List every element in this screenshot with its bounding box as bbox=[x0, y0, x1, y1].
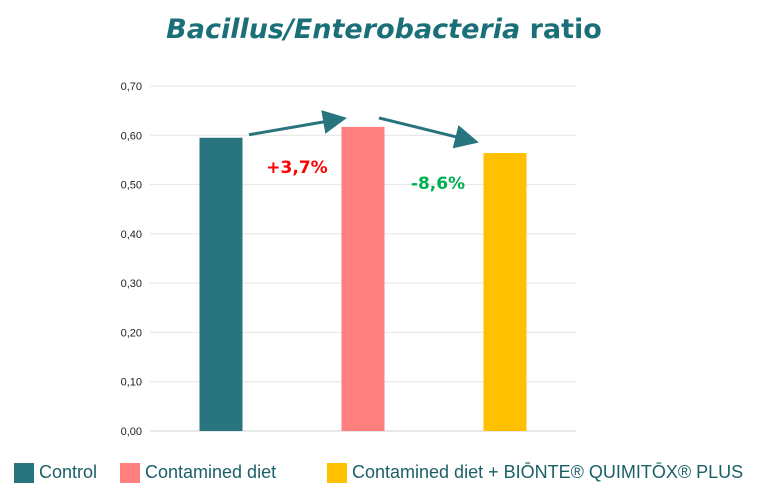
chart-title: Bacillus/Enterobacteria ratio bbox=[0, 14, 768, 45]
chart-title-rest: ratio bbox=[529, 14, 602, 45]
y-tick-label: 0,60 bbox=[121, 130, 142, 142]
change-annotation-1: +3,7% bbox=[266, 158, 327, 178]
bar-1 bbox=[199, 137, 243, 431]
legend-label-contamined-diet: Contamined diet bbox=[145, 462, 277, 482]
bar-3 bbox=[483, 153, 527, 431]
y-tick-label: 0,40 bbox=[121, 229, 142, 241]
legend: Control Contamined diet Contamined diet … bbox=[14, 462, 764, 486]
y-tick-label: 0,10 bbox=[121, 377, 142, 389]
y-tick-label: 0,30 bbox=[121, 278, 142, 290]
legend-item-control: Control bbox=[14, 462, 97, 483]
y-tick-label: 0,70 bbox=[121, 81, 142, 93]
legend-item-contamined-diet: Contamined diet bbox=[120, 462, 276, 483]
bar-chart: 0,00 0,10 0,20 0,30 0,40 0,50 0,60 0,70 +3,7% -8… bbox=[121, 81, 576, 438]
bar-2 bbox=[341, 126, 385, 432]
y-tick-label: 0,50 bbox=[121, 180, 142, 192]
chart-title-italic: Bacillus/Enterobacteria bbox=[166, 14, 521, 45]
y-tick-label: 0,00 bbox=[121, 426, 142, 438]
legend-swatch-control bbox=[14, 462, 34, 483]
trend-arrow-2 bbox=[378, 116, 479, 149]
y-tick-label: 0,20 bbox=[121, 327, 142, 339]
legend-label-control: Control bbox=[39, 462, 98, 482]
legend-label-quimitox: Contamined diet + BIŌNTE® QUIMITŌX® PLUS bbox=[352, 462, 744, 482]
legend-item-quimitox: Contamined diet + BIŌNTE® QUIMITŌX® PLUS bbox=[327, 462, 743, 483]
trend-arrow-1 bbox=[248, 110, 347, 137]
legend-swatch-contamined-diet bbox=[120, 462, 140, 483]
legend-swatch-quimitox bbox=[327, 462, 347, 483]
change-annotation-2: -8,6% bbox=[411, 174, 465, 194]
